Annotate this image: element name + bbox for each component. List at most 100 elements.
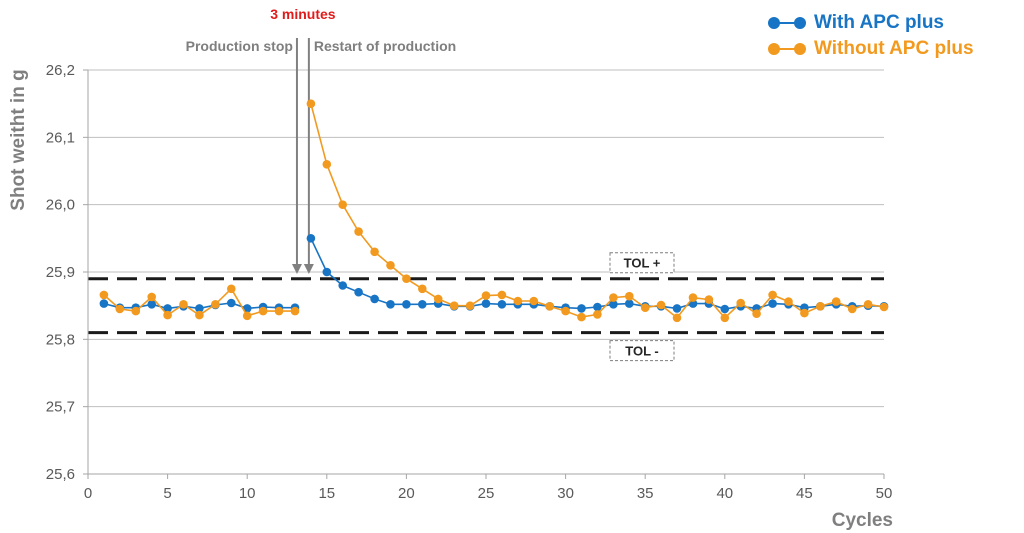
legend-label-without-apc: Without APC plus xyxy=(814,38,974,59)
data-point-without-apc xyxy=(465,301,475,311)
data-point-without-apc xyxy=(816,302,825,311)
data-point-with-apc xyxy=(720,304,730,314)
data-point-without-apc xyxy=(561,306,570,316)
legend-swatch-with-apc xyxy=(768,16,806,30)
restart-label: Restart of production xyxy=(314,38,456,54)
x-tick-label: 40 xyxy=(716,485,733,502)
data-point-without-apc xyxy=(784,297,793,306)
series-line-with-apc-2 xyxy=(310,237,885,310)
legend-label-with-apc: With APC plus xyxy=(814,12,945,33)
x-tick-label: 30 xyxy=(557,485,574,502)
y-tick-label: 25,8 xyxy=(46,331,75,348)
data-point-without-apc xyxy=(768,290,777,300)
data-point-with-apc xyxy=(306,234,316,243)
data-point-with-apc xyxy=(481,299,491,308)
y-tick-label: 25,9 xyxy=(46,264,75,281)
legend-item-with-apc: With APC plus xyxy=(768,10,974,36)
restart-arrowhead xyxy=(303,264,314,274)
x-tick-label: 25 xyxy=(478,485,495,502)
data-point-without-apc xyxy=(497,290,507,300)
x-tick-label: 35 xyxy=(637,485,654,502)
data-point-without-apc xyxy=(688,293,698,302)
data-point-without-apc xyxy=(163,310,172,320)
data-point-without-apc xyxy=(625,291,634,301)
y-tick-label: 25,7 xyxy=(46,399,75,416)
data-point-with-apc xyxy=(418,300,427,309)
data-point-without-apc xyxy=(752,309,761,319)
data-point-without-apc xyxy=(274,306,284,316)
data-point-with-apc xyxy=(242,304,252,313)
data-point-without-apc xyxy=(593,310,602,319)
data-point-without-apc xyxy=(386,261,395,270)
data-point-without-apc xyxy=(545,302,554,311)
y-tick-label: 26,2 xyxy=(46,62,75,79)
x-tick-label: 10 xyxy=(239,485,256,502)
data-point-with-apc xyxy=(402,300,411,309)
data-point-without-apc xyxy=(449,301,459,311)
data-point-without-apc xyxy=(720,313,730,323)
data-point-without-apc xyxy=(99,290,109,300)
x-tick-label: 20 xyxy=(398,485,415,502)
data-point-without-apc xyxy=(179,300,188,309)
data-point-without-apc xyxy=(290,306,300,316)
data-point-without-apc xyxy=(704,295,714,304)
data-point-with-apc xyxy=(625,299,634,308)
data-point-with-apc xyxy=(577,304,586,313)
x-tick-label: 0 xyxy=(84,485,92,502)
data-point-without-apc xyxy=(800,308,809,318)
series-line-without-apc-2 xyxy=(310,103,885,319)
data-point-without-apc xyxy=(242,311,252,321)
tolerance-label-box xyxy=(609,252,675,274)
data-point-without-apc xyxy=(418,284,427,294)
data-point-without-apc xyxy=(672,313,682,323)
production-stop-label: Production stop xyxy=(186,38,293,54)
data-point-with-apc xyxy=(497,300,507,309)
annotations: Production stop Restart of production 3 mi… xyxy=(186,6,456,274)
tolerance-lines: TOL + TOL - xyxy=(88,252,884,362)
y-tick-label: 26,1 xyxy=(46,129,75,146)
data-point-without-apc xyxy=(640,303,650,313)
data-point-without-apc xyxy=(306,99,316,108)
data-point-without-apc xyxy=(879,302,889,312)
data-point-with-apc xyxy=(322,267,332,277)
legend-item-without-apc: Without APC plus xyxy=(768,36,974,62)
x-axis-label: Cycles xyxy=(832,510,893,531)
data-point-without-apc xyxy=(354,227,363,236)
tolerance-label-box xyxy=(609,340,675,362)
gridlines xyxy=(88,69,884,408)
legend: With APC plus Without APC plus xyxy=(768,10,974,62)
data-point-with-apc xyxy=(99,299,109,308)
data-point-with-apc xyxy=(672,304,682,313)
data-point-with-apc xyxy=(147,300,156,309)
data-point-with-apc xyxy=(386,300,395,309)
data-point-without-apc xyxy=(195,310,204,320)
y-tick-label: 25,6 xyxy=(46,466,75,483)
data-point-with-apc xyxy=(163,304,172,313)
series xyxy=(99,99,889,323)
data-point-without-apc xyxy=(322,160,332,169)
data-point-without-apc xyxy=(609,293,618,302)
data-point-with-apc xyxy=(768,299,777,308)
data-point-with-apc xyxy=(609,300,618,309)
data-point-without-apc xyxy=(847,304,857,314)
data-point-without-apc xyxy=(577,312,586,322)
data-point-without-apc xyxy=(433,294,443,304)
x-tick-label: 50 xyxy=(876,485,893,502)
tolerance-label: TOL - xyxy=(625,344,658,359)
data-point-with-apc xyxy=(593,302,602,312)
legend-swatch-without-apc xyxy=(768,42,806,56)
data-point-without-apc xyxy=(115,304,125,314)
y-tick-label: 26,0 xyxy=(46,197,75,214)
data-point-without-apc xyxy=(258,306,268,316)
data-point-without-apc xyxy=(863,300,873,309)
axes: 25,6 25,7 25,8 25,9 26,0 26,1 26,2 0 5 10 15 20 25 30… xyxy=(46,62,893,502)
duration-label: 3 minutes xyxy=(270,6,336,22)
data-point-without-apc xyxy=(513,296,523,306)
data-point-with-apc xyxy=(338,281,348,290)
data-point-with-apc xyxy=(195,304,204,313)
x-tick-label: 5 xyxy=(163,485,171,502)
data-point-without-apc xyxy=(338,200,348,209)
tolerance-label: TOL + xyxy=(624,256,661,271)
data-point-without-apc xyxy=(529,296,539,306)
